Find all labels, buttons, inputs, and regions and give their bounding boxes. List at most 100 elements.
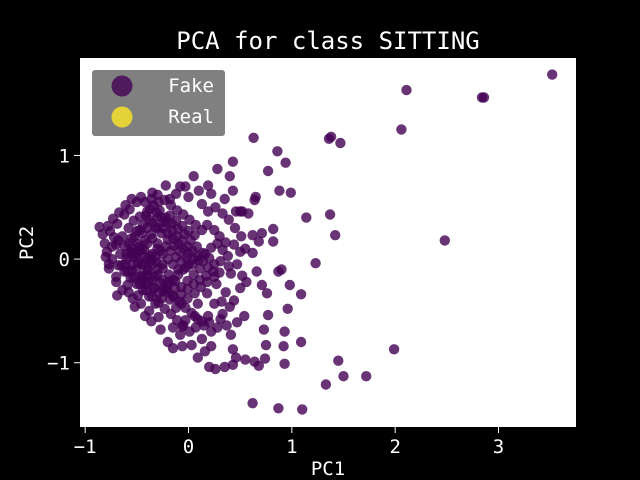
x-axis-label: PC1 (311, 458, 345, 480)
point-fake (231, 259, 243, 270)
point-fake (284, 279, 295, 291)
y-tick-label: 1 (59, 145, 70, 167)
point-fake (180, 181, 191, 192)
point-fake (162, 336, 173, 348)
point-fake (241, 276, 252, 288)
point-fake (217, 208, 228, 219)
point-fake (273, 266, 284, 277)
point-fake (272, 146, 283, 157)
point-fake (167, 322, 179, 333)
point-fake (229, 222, 241, 234)
point-fake (215, 256, 226, 267)
point-fake (388, 344, 400, 355)
point-fake (210, 363, 221, 375)
point-fake (256, 228, 268, 239)
point-fake (123, 238, 134, 249)
point-fake (247, 247, 258, 259)
point-fake (123, 287, 134, 298)
point-fake (279, 326, 290, 337)
point-fake (175, 329, 186, 340)
point-fake (282, 303, 293, 314)
point-fake (129, 301, 140, 312)
point-fake (401, 84, 412, 96)
point-fake (330, 230, 341, 241)
point-fake (268, 236, 279, 247)
point-fake (196, 333, 208, 345)
point-fake (274, 185, 285, 196)
point-fake (250, 191, 261, 203)
y-tick-label: −1 (47, 353, 70, 375)
point-fake (297, 404, 308, 415)
point-fake (261, 288, 273, 299)
point-fake (228, 239, 240, 250)
point-fake (139, 310, 151, 322)
point-fake (251, 266, 262, 277)
x-tick-label: 0 (183, 436, 194, 458)
legend-marker-real (111, 106, 133, 128)
legend-marker-fake (111, 75, 133, 97)
point-fake (212, 322, 223, 333)
point-fake (228, 295, 240, 306)
point-fake (161, 217, 172, 228)
point-fake (439, 235, 450, 246)
point-fake (225, 329, 237, 340)
point-fake (102, 220, 114, 232)
point-fake (240, 354, 251, 365)
point-fake (120, 200, 131, 211)
chart-title: PCA for class SITTING (176, 27, 479, 55)
point-fake (134, 224, 146, 236)
x-tick-label: 1 (286, 436, 297, 458)
point-fake (324, 209, 336, 220)
point-fake (361, 371, 372, 382)
point-fake (335, 137, 346, 149)
point-fake (192, 298, 203, 309)
y-tick-label: 0 (59, 249, 70, 271)
point-fake (97, 229, 108, 240)
point-fake (210, 202, 221, 213)
point-fake (547, 69, 558, 80)
point-fake (253, 360, 264, 371)
point-fake (262, 309, 274, 321)
point-fake (123, 222, 134, 234)
point-fake (248, 132, 259, 143)
x-tick-label: −1 (74, 436, 97, 458)
point-fake (227, 156, 239, 167)
point-fake (216, 296, 227, 307)
point-fake (338, 371, 349, 382)
point-fake (196, 224, 208, 236)
point-fake (268, 223, 279, 235)
point-fake (231, 317, 243, 328)
point-fake (285, 187, 296, 198)
point-fake (323, 133, 335, 144)
point-fake (155, 324, 166, 335)
point-fake (183, 191, 194, 203)
point-fake (196, 198, 208, 210)
point-fake (152, 189, 163, 200)
point-fake (212, 163, 223, 175)
point-fake (253, 236, 264, 247)
point-fake (230, 352, 242, 363)
point-fake (478, 92, 490, 103)
point-fake (227, 344, 239, 355)
scatter-points (94, 69, 558, 415)
point-fake (333, 355, 344, 366)
point-fake (273, 403, 284, 414)
point-fake (295, 336, 307, 348)
x-tick-label: 3 (493, 436, 504, 458)
point-fake (295, 289, 307, 300)
point-fake (260, 339, 272, 351)
point-fake (320, 379, 332, 390)
x-tick-label: 2 (389, 436, 400, 458)
axes: −1 0 1 2 3 −1 0 1 (47, 145, 504, 458)
point-fake (280, 157, 291, 168)
point-fake (181, 262, 192, 273)
point-fake (199, 346, 211, 357)
legend-label-fake: Fake (168, 75, 214, 97)
point-fake (164, 193, 176, 205)
point-fake (221, 320, 232, 331)
y-axis-label: PC2 (16, 226, 38, 260)
point-fake (219, 361, 230, 373)
point-fake (235, 206, 246, 217)
point-fake (225, 268, 237, 279)
